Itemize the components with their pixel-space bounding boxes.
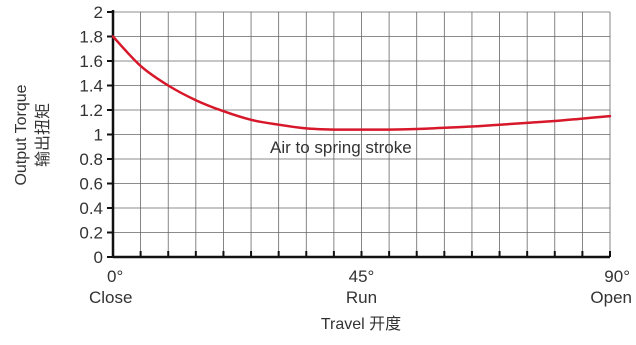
y-tick-label: 0.4: [79, 199, 103, 218]
y-tick-label: 1: [94, 126, 103, 145]
x-tick-sublabel: Run: [346, 288, 377, 307]
grid-lines: [112, 11, 611, 258]
y-axis-label-en: Output Torque: [13, 84, 30, 185]
x-tick-label: 45°: [349, 267, 375, 286]
tick-labels: 0 0.2 0.4 0.6 0.8 1 1.2 1.4 1.6 1.8 2 0° Close 45° Run…: [79, 3, 632, 307]
x-axis-label: Travel 开度: [321, 315, 401, 333]
axes: [107, 10, 611, 259]
y-tick-label: 1.2: [79, 101, 103, 120]
y-tick-label: 0.2: [79, 224, 103, 243]
annotation-label: Air to spring stroke: [270, 138, 412, 157]
y-tick-label: 1.6: [79, 52, 103, 71]
y-axis-label-cn: 输出扭矩: [34, 103, 52, 167]
x-tick-label: 0°: [107, 267, 123, 286]
y-tick-label: 2: [94, 3, 103, 22]
series-layer: [111, 35, 612, 131]
x-tick-label: 90°: [604, 267, 630, 286]
torque-curve: [111, 35, 612, 131]
x-tick-sublabel: Close: [89, 288, 132, 307]
y-tick-label: 0: [94, 248, 103, 267]
y-tick-label: 0.6: [79, 175, 103, 194]
x-tick-sublabel: Open: [590, 288, 632, 307]
y-tick-label: 1.4: [79, 77, 103, 96]
y-tick-label: 0.8: [79, 150, 103, 169]
y-tick-label: 1.8: [79, 28, 103, 47]
